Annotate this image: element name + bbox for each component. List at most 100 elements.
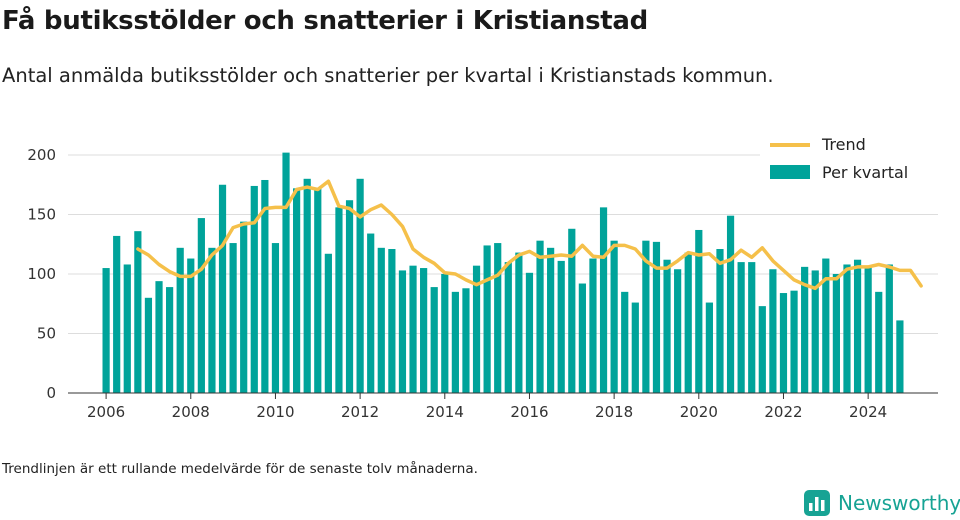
bar <box>409 265 417 393</box>
bar <box>388 249 396 393</box>
bar <box>324 253 332 393</box>
bar <box>515 252 523 393</box>
legend-bar-label: Per kvartal <box>822 163 908 182</box>
bar <box>674 269 682 393</box>
bar <box>303 178 311 393</box>
bar <box>282 152 290 393</box>
bar <box>536 240 544 393</box>
bar <box>779 293 788 393</box>
bar <box>568 228 576 393</box>
bar <box>853 259 862 393</box>
bar <box>599 207 608 393</box>
x-tick-label: 2022 <box>764 403 802 421</box>
bar <box>197 218 205 393</box>
bar <box>631 302 639 393</box>
bar <box>218 184 227 393</box>
bar <box>557 260 565 393</box>
x-tick-label: 2014 <box>426 403 464 421</box>
bar <box>166 287 174 393</box>
legend-background <box>760 131 938 193</box>
y-tick-label: 200 <box>27 146 56 164</box>
bar <box>176 247 184 393</box>
bar <box>155 281 163 393</box>
y-tick-label: 100 <box>27 265 56 283</box>
chart: 0 50 100 150 200 2006 2008 2010 2012 2014 2016 2018… <box>27 131 938 421</box>
bar <box>864 265 872 393</box>
bar <box>726 215 735 393</box>
bar <box>504 262 512 393</box>
bar <box>398 270 407 393</box>
bar <box>144 297 153 393</box>
bar <box>134 231 142 393</box>
bar <box>451 291 459 393</box>
brand-name: Newsworthy <box>838 491 960 515</box>
bar <box>314 188 322 393</box>
chart-title: Få butiksstölder och snatterier i Kristi… <box>2 6 648 36</box>
bar <box>356 178 364 393</box>
bars-per-kvartal <box>102 152 904 393</box>
bar <box>494 243 502 393</box>
bar <box>790 290 798 393</box>
bar <box>885 264 893 393</box>
x-tick-label: 2016 <box>510 403 548 421</box>
x-tick-label: 2006 <box>87 403 125 421</box>
chart-subtitle: Antal anmälda butiksstölder och snatteri… <box>2 64 774 87</box>
bar <box>472 265 481 393</box>
bar <box>261 179 269 393</box>
y-tick-label: 150 <box>27 206 56 224</box>
bar <box>705 302 713 393</box>
bar <box>377 247 385 393</box>
bar <box>843 264 851 393</box>
x-tick-label: 2012 <box>341 403 379 421</box>
bar <box>811 270 819 393</box>
x-tick-label: 2018 <box>595 403 633 421</box>
bar <box>367 233 375 393</box>
bar <box>578 283 586 393</box>
bar <box>240 221 248 393</box>
bar <box>483 245 491 393</box>
brand-logo[interactable]: Newsworthy <box>804 488 960 518</box>
bar <box>187 258 195 393</box>
bar <box>102 268 110 393</box>
bar <box>896 320 904 393</box>
trend-line <box>136 179 923 291</box>
bar <box>229 243 237 393</box>
bar <box>642 240 650 393</box>
bar <box>822 258 830 393</box>
bar <box>769 269 777 393</box>
x-tick-label: 2010 <box>256 403 294 421</box>
legend: Trend Per kvartal <box>760 131 938 193</box>
bar <box>462 288 470 393</box>
bar <box>345 200 354 393</box>
bar <box>695 229 703 393</box>
bar <box>610 240 618 393</box>
bar <box>652 241 661 393</box>
x-tick-label: 2024 <box>849 403 887 421</box>
bar <box>832 274 840 393</box>
footnote: Trendlinjen är ett rullande medelvärde f… <box>2 461 478 477</box>
bar <box>420 268 428 393</box>
bar <box>547 247 555 393</box>
bar <box>801 266 809 393</box>
bar <box>875 291 883 393</box>
bar <box>271 243 280 393</box>
bar <box>758 306 766 393</box>
bar <box>525 272 534 393</box>
bar <box>113 235 121 393</box>
bar <box>441 274 449 393</box>
y-tick-label: 0 <box>46 384 56 402</box>
bar <box>335 207 343 393</box>
bar <box>684 252 692 393</box>
legend-bar-swatch <box>770 165 810 179</box>
bar <box>737 262 745 393</box>
bar <box>208 247 216 393</box>
y-tick-label: 50 <box>37 325 56 343</box>
legend-trend-label: Trend <box>821 135 866 154</box>
bar <box>748 262 756 393</box>
bar <box>293 188 301 393</box>
bar <box>621 291 629 393</box>
x-tick-label: 2008 <box>172 403 210 421</box>
trend-line-group <box>136 179 923 291</box>
bar <box>716 249 724 393</box>
axes: 0 50 100 150 200 2006 2008 2010 2012 2014 2016 2018… <box>27 146 938 421</box>
